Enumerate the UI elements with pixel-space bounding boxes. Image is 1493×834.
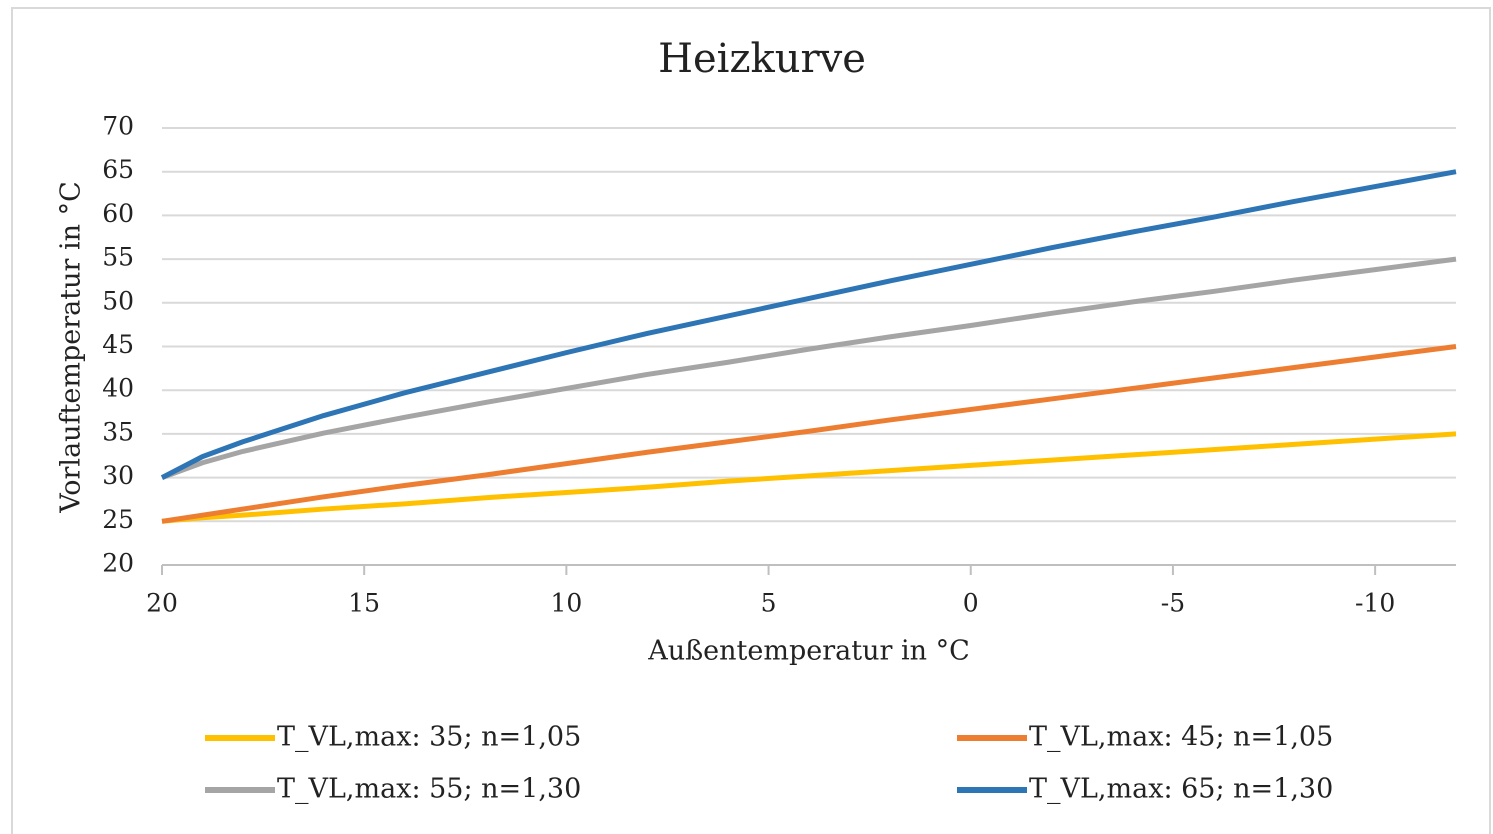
x-tick-label: 0 xyxy=(963,589,979,618)
y-tick-label: 45 xyxy=(102,330,134,359)
y-tick-label: 20 xyxy=(102,549,134,578)
y-tick-label: 55 xyxy=(102,243,134,272)
series-line xyxy=(161,344,1457,524)
x-tick-label: 15 xyxy=(348,589,380,618)
legend-label: T_VL,max: 35; n=1,05 xyxy=(277,722,581,753)
y-tick-label: 30 xyxy=(102,461,134,490)
series-line xyxy=(161,431,1457,524)
y-tick-label: 65 xyxy=(102,155,134,184)
chart-title: Heizkurve xyxy=(658,36,866,82)
legend-label: T_VL,max: 45; n=1,05 xyxy=(1029,722,1333,753)
x-tick-label: -10 xyxy=(1355,589,1395,618)
y-tick-label: 40 xyxy=(102,374,134,403)
x-axis-label: Außentemperatur in °C xyxy=(647,636,969,667)
y-tick-label: 60 xyxy=(102,199,134,228)
chart-border xyxy=(11,7,1491,834)
series-line xyxy=(160,169,1457,480)
y-tick-label: 35 xyxy=(102,417,134,446)
y-tick-label: 50 xyxy=(102,286,134,315)
legend-label: T_VL,max: 65; n=1,30 xyxy=(1029,774,1333,805)
y-tick-label: 70 xyxy=(102,112,134,141)
x-tick-label: 10 xyxy=(550,589,582,618)
x-tick-label: -5 xyxy=(1161,589,1185,618)
x-tick-label: 5 xyxy=(761,589,777,618)
y-tick-label: 25 xyxy=(102,505,134,534)
legend-label: T_VL,max: 55; n=1,30 xyxy=(277,774,581,805)
y-axis-label: Vorlauftemperatur in °C xyxy=(56,181,87,514)
series-line xyxy=(161,256,1457,480)
x-tick-label: 20 xyxy=(146,589,178,618)
